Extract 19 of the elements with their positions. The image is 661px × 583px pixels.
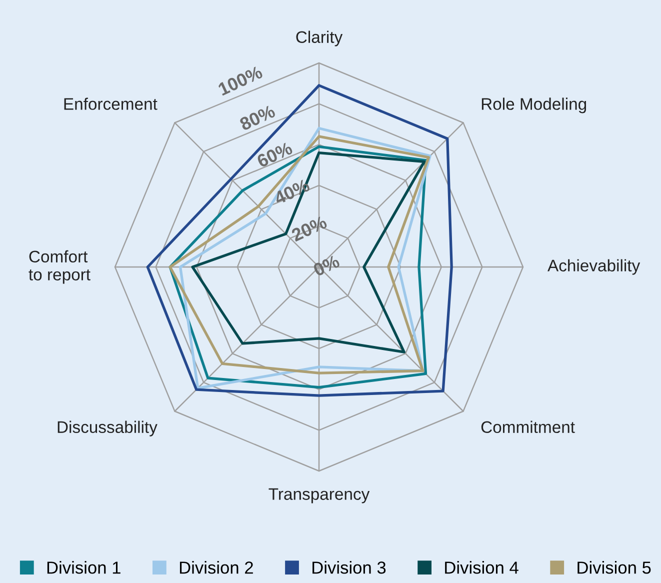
spoke-label: Enforcement xyxy=(64,98,158,110)
legend-label: Division 1 xyxy=(47,561,120,574)
spoke-label: Discussability xyxy=(58,420,158,436)
y-tick-label: 80% xyxy=(238,104,276,131)
spoke-label: Comfort to report xyxy=(28,250,90,284)
legend-label: Division 4 xyxy=(445,561,518,574)
y-tick-label: 60% xyxy=(256,141,294,168)
y-tick-label: 20% xyxy=(290,215,328,242)
spoke-label: Role Modeling xyxy=(482,98,586,114)
legend-label: Division 2 xyxy=(180,561,253,574)
spoke-label: Achievability xyxy=(548,259,640,275)
y-tick-label: 0% xyxy=(312,254,340,277)
spoke-label: Transparency xyxy=(268,488,370,504)
spoke-label: Commitment xyxy=(481,420,575,434)
legend-label: Division 5 xyxy=(578,561,651,574)
legend-label: Division 3 xyxy=(312,561,386,574)
y-tick-label: 100% xyxy=(218,65,264,96)
spoke-label: Clarity xyxy=(296,30,343,46)
y-tick-label: 40% xyxy=(273,178,311,205)
